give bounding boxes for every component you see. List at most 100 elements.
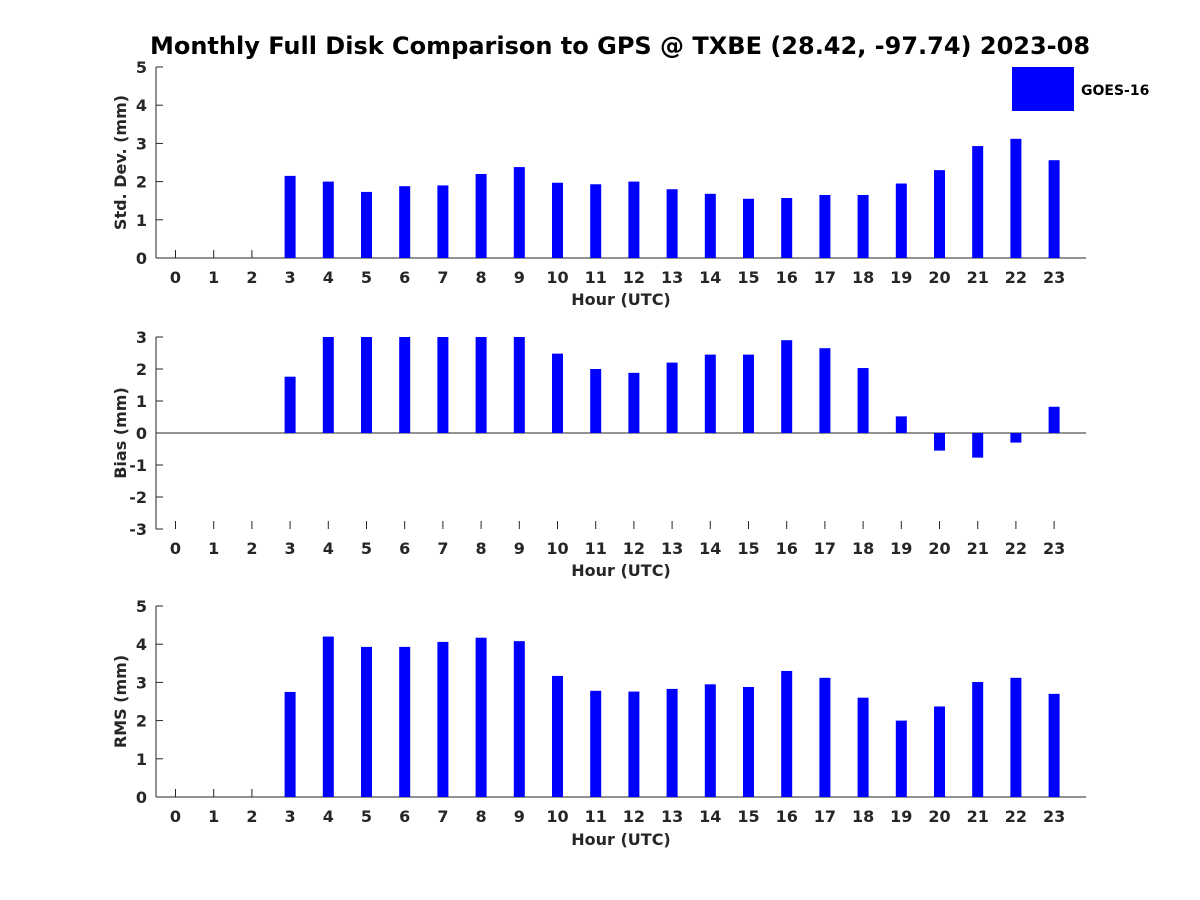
std-dev-x-tick-label: 16: [776, 268, 798, 287]
bias-y-tick-label: -1: [129, 456, 147, 475]
bias-y-axis-label: Bias (mm): [111, 387, 130, 479]
bias-x-tick-label: 23: [1043, 539, 1065, 558]
bias-bar-hour-15: [743, 354, 754, 433]
rms-x-tick-label: 14: [699, 807, 721, 826]
rms-x-tick-label: 2: [246, 807, 257, 826]
rms-x-tick-label: 12: [623, 807, 645, 826]
legend-label: GOES-16: [1081, 83, 1149, 99]
bias-bar-hour-11: [590, 369, 602, 433]
bias-bar-hour-22: [1010, 433, 1022, 443]
std-dev-y-axis-label: Std. Dev. (mm): [111, 95, 130, 230]
rms-bar-hour-11: [590, 690, 602, 797]
rms-bar-hour-13: [666, 688, 678, 797]
bias-x-tick-label: 6: [399, 539, 410, 558]
rms-bar-hour-16: [781, 670, 793, 797]
bias-bar-hour-5: [361, 337, 372, 433]
bias-bar-hour-16: [781, 340, 793, 433]
legend: GOES-16: [1012, 67, 1149, 111]
bias-bar-hour-12: [628, 372, 640, 433]
bias-y-tick-label: 1: [136, 392, 147, 411]
std-dev-bar-hour-17: [819, 194, 831, 258]
std-dev-x-tick-label: 17: [814, 268, 836, 287]
std-dev-y-tick-label: 4: [136, 96, 147, 115]
bias-x-tick-label: 9: [514, 539, 525, 558]
rms-x-tick-label: 11: [585, 807, 607, 826]
rms-x-tick-label: 16: [776, 807, 798, 826]
rms-x-tick-label: 9: [514, 807, 525, 826]
rms-bar-hour-5: [361, 646, 372, 797]
rms-x-tick-label: 23: [1043, 807, 1065, 826]
bias-x-tick-label: 18: [852, 539, 874, 558]
rms-x-tick-label: 7: [437, 807, 448, 826]
rms-bar-hour-12: [628, 691, 640, 797]
std-dev-x-tick-label: 7: [437, 268, 448, 287]
std-dev-bar-hour-13: [666, 189, 678, 258]
std-dev-y-tick-label: 3: [136, 134, 147, 153]
bias-x-tick-label: 12: [623, 539, 645, 558]
std-dev-bar-hour-7: [437, 185, 449, 258]
bias-bar-hour-9: [513, 337, 525, 433]
rms-y-tick-label: 4: [136, 635, 147, 654]
std-dev-bar-hour-11: [590, 184, 602, 258]
rms-y-tick-label: 5: [136, 597, 147, 616]
bias-bar-hour-4: [322, 337, 334, 433]
bias-bar-hour-14: [704, 354, 716, 433]
std-dev-x-tick-label: 8: [476, 268, 487, 287]
std-dev-x-tick-label: 9: [514, 268, 525, 287]
bias-bar-hour-17: [819, 348, 831, 433]
rms-bar-hour-7: [437, 641, 449, 797]
bias-x-tick-label: 7: [437, 539, 448, 558]
bias-x-tick-label: 17: [814, 539, 836, 558]
rms-x-axis-label: Hour (UTC): [571, 830, 671, 849]
rms-bar-hour-20: [934, 706, 945, 797]
rms-x-tick-label: 21: [967, 807, 989, 826]
chart-title: Monthly Full Disk Comparison to GPS @ TX…: [150, 32, 1090, 60]
bias-bar-hour-21: [972, 433, 984, 458]
rms-x-tick-label: 0: [170, 807, 181, 826]
bias-x-tick-label: 15: [737, 539, 759, 558]
std-dev-x-tick-label: 15: [737, 268, 759, 287]
std-dev-x-tick-label: 18: [852, 268, 874, 287]
std-dev-bar-hour-10: [552, 182, 563, 258]
std-dev-bar-hour-15: [743, 198, 754, 258]
std-dev-bar-hour-6: [399, 186, 411, 258]
std-dev-y-tick-label: 5: [136, 58, 147, 77]
bias-bar-hour-18: [857, 368, 869, 433]
bias-y-tick-label: 2: [136, 360, 147, 379]
std-dev-x-tick-label: 20: [928, 268, 950, 287]
bias-bar-hour-19: [895, 416, 907, 433]
rms-x-tick-label: 13: [661, 807, 683, 826]
rms-bar-hour-8: [475, 637, 487, 797]
bias-x-tick-label: 20: [928, 539, 950, 558]
rms-y-tick-label: 1: [136, 750, 147, 769]
bias-bar-hour-23: [1048, 406, 1060, 433]
rms-bar-hour-6: [399, 646, 411, 797]
rms-x-tick-label: 4: [323, 807, 334, 826]
rms-bar-hour-19: [895, 720, 907, 797]
std-dev-x-tick-label: 6: [399, 268, 410, 287]
std-dev-x-tick-label: 19: [890, 268, 912, 287]
std-dev-x-tick-label: 11: [585, 268, 607, 287]
rms-bar-hour-18: [857, 697, 869, 797]
bias-x-tick-label: 5: [361, 539, 372, 558]
rms-x-tick-label: 8: [476, 807, 487, 826]
std-dev-bar-hour-8: [475, 173, 487, 258]
std-dev-x-tick-label: 13: [661, 268, 683, 287]
rms-bar-hour-17: [819, 677, 831, 797]
rms-bar-hour-9: [513, 641, 525, 797]
bias-x-tick-label: 22: [1005, 539, 1027, 558]
std-dev-bar-hour-5: [361, 191, 372, 258]
std-dev-bar-hour-3: [284, 175, 296, 258]
rms-x-tick-label: 17: [814, 807, 836, 826]
rms-bar-hour-4: [322, 636, 334, 797]
rms-y-tick-label: 3: [136, 673, 147, 692]
rms-x-tick-label: 6: [399, 807, 410, 826]
rms-bar-hour-14: [704, 684, 716, 797]
std-dev-x-tick-label: 14: [699, 268, 721, 287]
bias-bar-hour-13: [666, 362, 678, 433]
bias-bar-hour-10: [552, 353, 563, 433]
std-dev-bar-hour-14: [704, 193, 716, 258]
